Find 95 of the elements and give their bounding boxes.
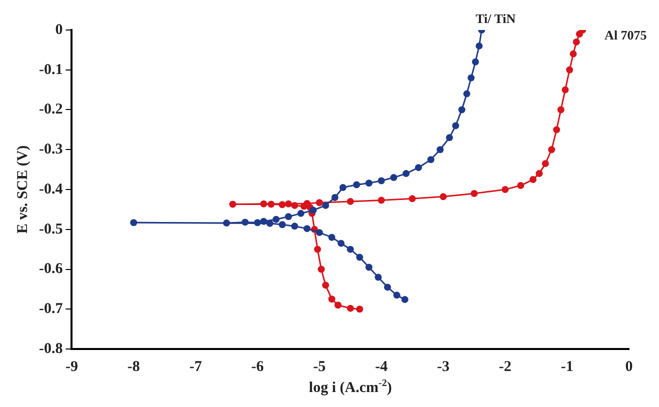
x-tick-label: -5 xyxy=(313,358,326,375)
point xyxy=(468,74,475,82)
point xyxy=(440,193,447,200)
point xyxy=(346,246,354,253)
point xyxy=(472,58,479,66)
point xyxy=(334,302,342,309)
point xyxy=(446,134,453,142)
point xyxy=(570,50,577,58)
point xyxy=(542,160,549,168)
point xyxy=(291,202,298,209)
point xyxy=(331,194,338,201)
y-tick-label: -0.2 xyxy=(38,102,63,118)
x-tick-label: -3 xyxy=(437,358,450,375)
point xyxy=(268,200,275,208)
point xyxy=(316,199,323,206)
x-tick-label: -2 xyxy=(498,358,512,375)
y-axis-title: E vs. SCE (V) xyxy=(14,145,31,234)
point xyxy=(384,284,392,291)
point xyxy=(476,42,483,50)
point xyxy=(322,282,330,289)
y-tick-label: -0.8 xyxy=(38,340,63,357)
y-tick-label: -0.3 xyxy=(38,142,63,158)
point xyxy=(548,146,556,154)
point xyxy=(346,198,354,205)
point xyxy=(346,304,354,312)
y-tick-label: -0.5 xyxy=(38,221,63,238)
point xyxy=(339,184,346,192)
point xyxy=(356,306,364,313)
series-label: Ti/ TiN xyxy=(476,10,516,26)
point xyxy=(436,146,444,154)
y-tick-label: 0 xyxy=(55,22,63,38)
point xyxy=(557,106,564,114)
point xyxy=(530,176,537,184)
x-tick-label: -7 xyxy=(189,358,202,375)
point xyxy=(365,264,372,271)
x-tick-label: -8 xyxy=(127,358,140,375)
point xyxy=(254,219,261,226)
x-tick-label: -9 xyxy=(65,358,78,375)
point xyxy=(278,221,286,228)
point xyxy=(463,90,470,98)
x-tick-label: -1 xyxy=(560,358,574,375)
point xyxy=(452,122,460,130)
x-tick-label: -4 xyxy=(375,358,388,375)
point xyxy=(229,200,236,208)
point xyxy=(458,106,466,114)
y-tick-label: -0.1 xyxy=(38,62,63,78)
point xyxy=(378,196,385,204)
point xyxy=(272,216,280,223)
y-tick-label: -0.6 xyxy=(38,261,64,278)
point xyxy=(402,170,410,178)
point xyxy=(284,200,292,208)
point xyxy=(408,195,416,202)
point xyxy=(566,66,574,74)
point xyxy=(297,210,304,217)
point xyxy=(365,180,372,187)
point xyxy=(260,200,268,208)
point xyxy=(401,296,408,304)
point xyxy=(562,86,569,94)
point xyxy=(266,220,274,227)
point xyxy=(310,206,317,214)
point xyxy=(314,246,322,253)
point xyxy=(304,200,311,207)
point xyxy=(338,240,345,247)
point xyxy=(414,164,422,172)
point xyxy=(260,218,268,225)
x-tick-label: 0 xyxy=(625,358,633,375)
point xyxy=(374,274,382,281)
point xyxy=(353,181,360,188)
point xyxy=(328,234,336,241)
point xyxy=(427,156,434,164)
point xyxy=(278,201,286,208)
point xyxy=(517,182,524,190)
point xyxy=(393,292,400,299)
point xyxy=(572,38,580,46)
point xyxy=(223,219,230,226)
point xyxy=(291,222,298,230)
point xyxy=(553,126,560,134)
point xyxy=(502,186,509,193)
point xyxy=(318,266,325,273)
point xyxy=(130,219,138,226)
point xyxy=(378,177,385,184)
point xyxy=(356,254,364,261)
point xyxy=(316,229,323,236)
point xyxy=(322,202,330,209)
series-label: Al 7075 xyxy=(604,27,648,42)
point xyxy=(304,225,311,232)
point xyxy=(328,296,336,303)
y-tick-label: -0.7 xyxy=(38,301,64,317)
point xyxy=(536,170,543,178)
point xyxy=(242,218,249,226)
y-tick-label: -0.4 xyxy=(38,181,64,198)
x-tick-label: -6 xyxy=(251,358,264,375)
point xyxy=(470,190,478,197)
point xyxy=(284,213,292,220)
point xyxy=(390,174,398,182)
